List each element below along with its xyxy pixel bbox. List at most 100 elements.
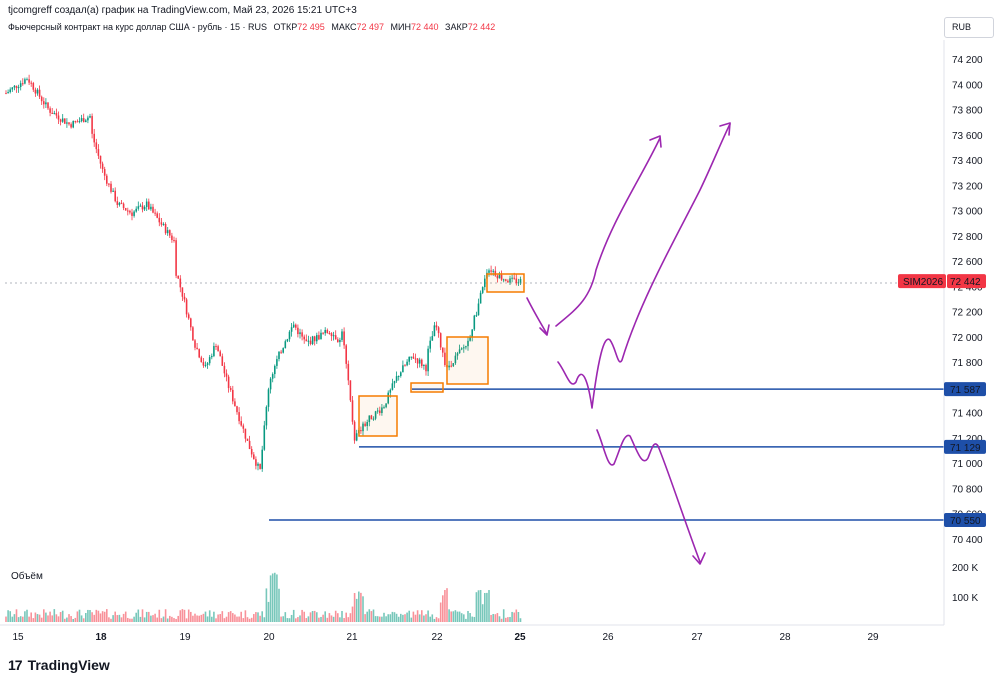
candle-body: [72, 121, 74, 128]
candle-body: [278, 351, 280, 360]
volume-bar: [400, 613, 402, 622]
volume-bar: [217, 614, 219, 622]
candle-body: [423, 364, 425, 366]
candle-body: [261, 449, 263, 469]
volume-bar: [488, 590, 490, 622]
volume-bar: [51, 615, 53, 622]
volume-bar: [463, 614, 465, 622]
candle-body: [19, 83, 22, 87]
candle-body: [240, 421, 242, 426]
candle-body: [110, 183, 112, 192]
y-tick-label: 74 200: [952, 55, 983, 66]
volume-bar: [175, 618, 177, 622]
volume-tick-label: 100 K: [952, 593, 978, 604]
open-value: 72 495: [297, 22, 325, 32]
volume-bar: [442, 595, 444, 622]
candle-body: [448, 365, 450, 368]
volume-bar: [55, 614, 58, 622]
volume-bar: [360, 592, 362, 622]
candle-body: [477, 303, 480, 316]
volume-bar: [379, 616, 381, 622]
candle-body: [158, 217, 161, 223]
candle-body: [332, 335, 335, 337]
candle-body: [509, 278, 511, 283]
candle-body: [190, 318, 192, 328]
arrowhead-icon: [539, 324, 550, 336]
candle-body: [465, 346, 467, 348]
candle-body: [164, 224, 167, 234]
volume-bar: [276, 574, 278, 622]
volume-bar: [34, 612, 37, 622]
volume-bar: [181, 609, 184, 622]
candle-body: [43, 101, 45, 105]
open-label: ОТКР: [273, 22, 298, 32]
volume-bar: [32, 618, 35, 622]
candle-body: [463, 347, 465, 349]
candle-body: [414, 358, 417, 360]
level-price-tag-text: 71 129: [950, 443, 981, 454]
candle-body: [250, 448, 253, 455]
candle-body: [229, 388, 232, 390]
y-tick-label: 71 800: [952, 358, 983, 369]
candle-body: [82, 118, 85, 123]
volume-label: Объём: [11, 570, 43, 582]
candle-body: [204, 364, 207, 366]
candle-body: [517, 282, 520, 284]
candle-body: [433, 325, 436, 337]
candle-body: [351, 400, 354, 422]
volume-bar: [437, 618, 440, 622]
y-tick-label: 70 400: [952, 535, 983, 546]
volume-bar: [36, 614, 39, 622]
currency-selector[interactable]: [944, 17, 994, 38]
volume-bar: [286, 618, 289, 622]
volume-bar: [70, 616, 72, 622]
candle-body: [148, 201, 150, 210]
candle-body: [122, 203, 125, 209]
volume-bar: [196, 615, 198, 622]
volume-bar: [179, 610, 182, 622]
y-tick-label: 71 000: [952, 459, 983, 470]
candle-body: [442, 347, 444, 353]
tradingview-logo[interactable]: 17 TradingView: [8, 657, 110, 673]
candle-body: [154, 212, 156, 214]
instrument-name: Фьючерсный контракт на курс доллар США -…: [8, 22, 268, 32]
level-price-tag: [944, 382, 986, 397]
level-price-tag-text: 70 550: [950, 516, 981, 527]
volume-bar: [139, 616, 142, 622]
candle-body: [502, 279, 505, 281]
candle-body: [101, 163, 104, 170]
candle-body: [364, 423, 366, 426]
volume-bar: [404, 614, 406, 622]
candle-body: [150, 206, 152, 210]
candle-body: [97, 149, 100, 156]
candle-body: [173, 240, 175, 242]
volume-bar: [347, 617, 350, 622]
candle-body: [179, 278, 182, 288]
candle-body: [341, 331, 343, 340]
volume-bar: [452, 611, 455, 622]
volume-bar: [322, 614, 324, 622]
volume-bar: [305, 618, 308, 622]
candle-body: [343, 331, 345, 346]
volume-bar: [26, 609, 28, 622]
candle-body: [303, 336, 305, 340]
x-tick-label: 26: [602, 632, 614, 643]
volume-bar: [187, 609, 190, 622]
instrument-ohlc: Фьючерсный контракт на курс доллар США -…: [8, 22, 495, 32]
volume-bar: [47, 615, 49, 622]
volume-bar: [85, 612, 87, 622]
candle-body: [206, 363, 209, 365]
candle-body: [324, 329, 326, 334]
volume-bar: [376, 616, 379, 622]
volume-bar: [511, 611, 513, 622]
volume-bar: [93, 614, 95, 622]
candle-body: [505, 279, 507, 281]
volume-bar: [234, 614, 236, 622]
candle-body: [511, 277, 513, 279]
volume-bar: [320, 616, 322, 622]
candle-body: [137, 206, 140, 209]
candle-body: [439, 333, 442, 348]
candle-body: [38, 89, 41, 97]
volume-bar: [460, 613, 463, 622]
